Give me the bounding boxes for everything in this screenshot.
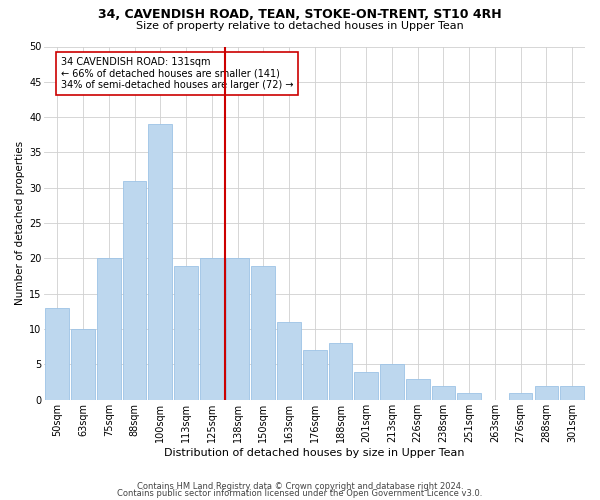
Bar [380, 364, 404, 400]
Bar [200, 258, 224, 400]
Bar [560, 386, 584, 400]
Bar [457, 392, 481, 400]
Bar [277, 322, 301, 400]
Bar [71, 329, 95, 400]
Text: Contains public sector information licensed under the Open Government Licence v3: Contains public sector information licen… [118, 490, 482, 498]
Text: 34 CAVENDISH ROAD: 131sqm
← 66% of detached houses are smaller (141)
34% of semi: 34 CAVENDISH ROAD: 131sqm ← 66% of detac… [61, 57, 293, 90]
Bar [431, 386, 455, 400]
Bar [406, 378, 430, 400]
Bar [174, 266, 198, 400]
Bar [329, 344, 352, 400]
Bar [97, 258, 121, 400]
Bar [509, 392, 532, 400]
Text: Contains HM Land Registry data © Crown copyright and database right 2024.: Contains HM Land Registry data © Crown c… [137, 482, 463, 491]
Text: Size of property relative to detached houses in Upper Tean: Size of property relative to detached ho… [136, 21, 464, 31]
Bar [148, 124, 172, 400]
Bar [122, 181, 146, 400]
Bar [535, 386, 558, 400]
Text: 34, CAVENDISH ROAD, TEAN, STOKE-ON-TRENT, ST10 4RH: 34, CAVENDISH ROAD, TEAN, STOKE-ON-TRENT… [98, 8, 502, 20]
Bar [251, 266, 275, 400]
Bar [46, 308, 69, 400]
Bar [355, 372, 378, 400]
Y-axis label: Number of detached properties: Number of detached properties [15, 141, 25, 305]
Bar [226, 258, 250, 400]
X-axis label: Distribution of detached houses by size in Upper Tean: Distribution of detached houses by size … [164, 448, 465, 458]
Bar [303, 350, 326, 400]
